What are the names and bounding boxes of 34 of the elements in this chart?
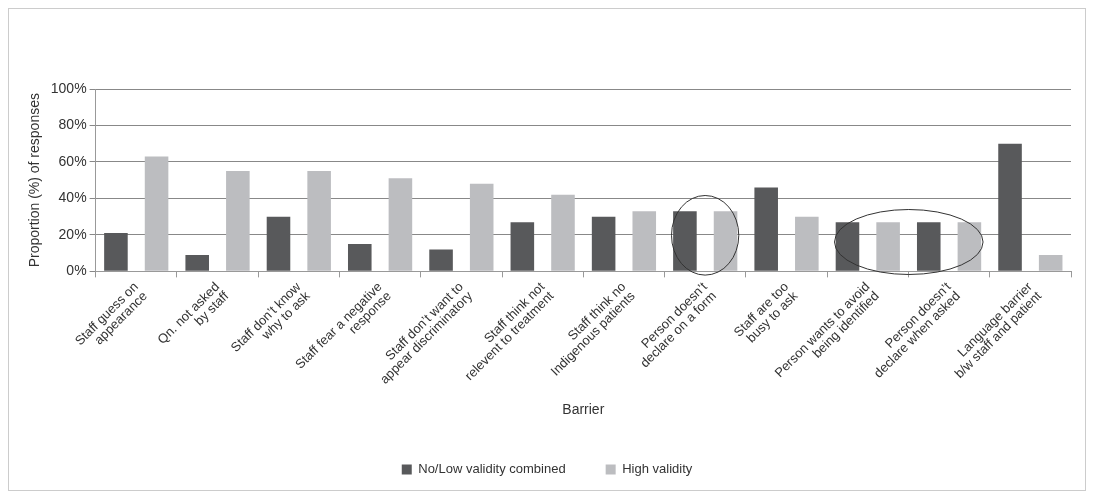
bar (144, 156, 169, 271)
bar (916, 222, 941, 271)
y-tick-label: 100% (50, 79, 87, 96)
bar (673, 211, 697, 271)
y-tick-label: 20% (58, 225, 87, 242)
bar (998, 143, 1022, 271)
y-tick-label: 60% (58, 152, 87, 169)
bar (713, 211, 738, 271)
bar (429, 249, 453, 271)
legend-label: High validity (622, 461, 693, 477)
bar (307, 171, 331, 271)
y-tick-label: 40% (58, 189, 87, 206)
bar (876, 222, 900, 271)
bar (104, 233, 128, 271)
bar (835, 222, 860, 271)
bar (469, 183, 494, 271)
bar (551, 194, 575, 271)
bar (957, 222, 982, 271)
bar (632, 211, 657, 271)
bar (591, 216, 616, 271)
y-axis-title: Proportion (%) of responses (26, 93, 43, 268)
bar (754, 187, 778, 271)
bar (388, 178, 413, 271)
bar (795, 216, 819, 271)
bar (510, 222, 535, 271)
bar (185, 254, 209, 271)
bar (1038, 254, 1063, 271)
y-tick-label: 0% (66, 262, 87, 279)
legend-label: No/Low validity combined (418, 461, 566, 477)
x-axis-title: Barrier (562, 401, 605, 418)
bar (347, 244, 372, 271)
bar (266, 216, 291, 271)
y-tick-label: 80% (58, 116, 87, 133)
bar (226, 171, 250, 271)
